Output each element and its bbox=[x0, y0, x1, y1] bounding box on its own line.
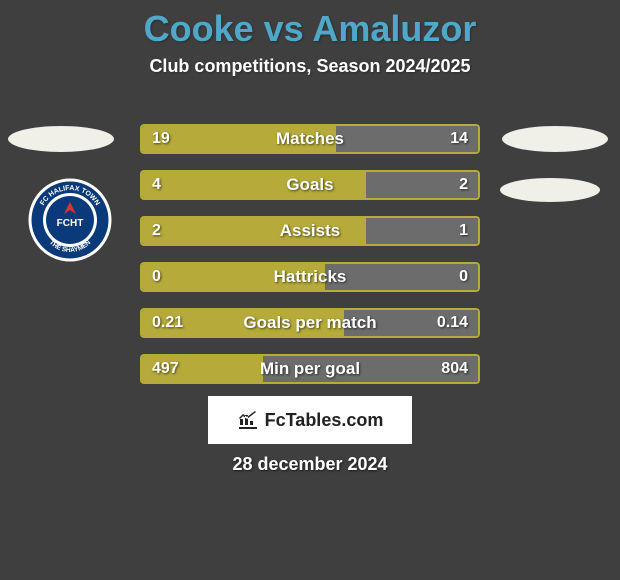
bar-right-fill bbox=[325, 264, 478, 290]
svg-text:FCHT: FCHT bbox=[57, 218, 84, 229]
bar-left-fill bbox=[142, 310, 344, 336]
bar-right-fill bbox=[344, 310, 478, 336]
stat-row: 497804Min per goal bbox=[140, 354, 480, 384]
date-label: 28 december 2024 bbox=[0, 454, 620, 475]
bar-right-fill bbox=[336, 126, 478, 152]
stat-row: 0.210.14Goals per match bbox=[140, 308, 480, 338]
watermark: FcTables.com bbox=[208, 396, 412, 444]
shield-icon: FCHT FC HALIFAX TOWN THE SHAYMEN bbox=[28, 178, 112, 262]
watermark-text: FcTables.com bbox=[265, 410, 384, 431]
bar-right-fill bbox=[263, 356, 478, 382]
right-player-ellipse-1 bbox=[502, 126, 608, 152]
bar-left-fill bbox=[142, 264, 325, 290]
subtitle: Club competitions, Season 2024/2025 bbox=[0, 56, 620, 77]
bar-left-fill bbox=[142, 172, 366, 198]
stat-row: 21Assists bbox=[140, 216, 480, 246]
bar-left-fill bbox=[142, 126, 336, 152]
right-player-ellipse-2 bbox=[500, 178, 600, 202]
left-player-ellipse bbox=[8, 126, 114, 152]
bar-right-fill bbox=[366, 172, 478, 198]
chart-icon bbox=[237, 409, 259, 431]
bar-left-fill bbox=[142, 356, 263, 382]
bar-left-fill bbox=[142, 218, 366, 244]
svg-text:FC HALIFAX TOWN: FC HALIFAX TOWN bbox=[39, 185, 100, 207]
bar-right-fill bbox=[366, 218, 478, 244]
stat-row: 1914Matches bbox=[140, 124, 480, 154]
comparison-bars: 1914Matches 42Goals 21Assists 00Hattricks 0.… bbox=[140, 124, 480, 400]
stat-row: 42Goals bbox=[140, 170, 480, 200]
stat-row: 00Hattricks bbox=[140, 262, 480, 292]
comparison-card: Cooke vs Amaluzor Club competitions, Sea… bbox=[0, 0, 620, 580]
left-club-badge: FCHT FC HALIFAX TOWN THE SHAYMEN bbox=[28, 178, 112, 262]
svg-text:THE SHAYMEN: THE SHAYMEN bbox=[48, 239, 93, 254]
page-title: Cooke vs Amaluzor bbox=[0, 0, 620, 50]
